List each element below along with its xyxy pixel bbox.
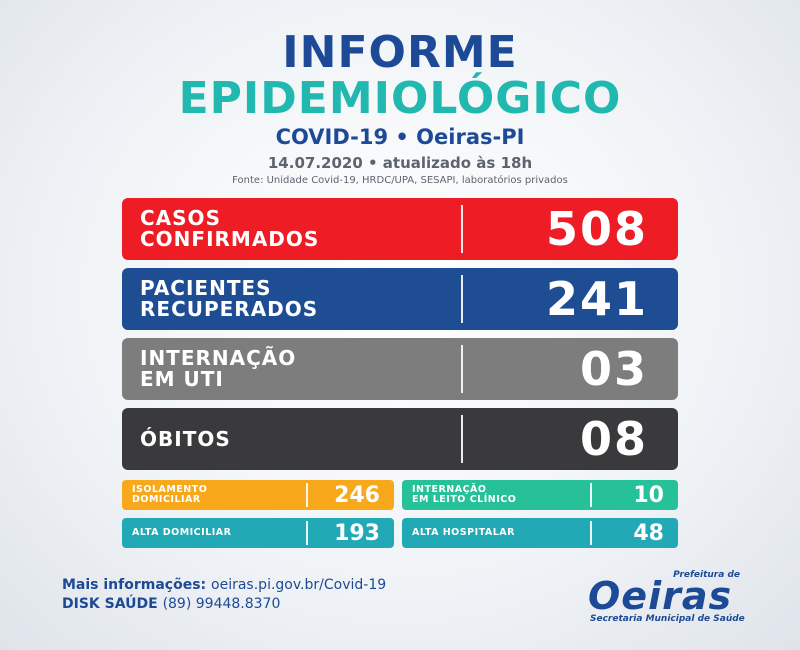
divider (461, 205, 463, 253)
stat-card-recovered: PACIENTES RECUPERADOS 241 (122, 268, 678, 330)
info-link[interactable]: oeiras.pi.gov.br/Covid-19 (211, 577, 387, 593)
info-line: Mais informações: oeiras.pi.gov.br/Covid… (62, 576, 386, 595)
stat-value: 508 (545, 202, 648, 256)
divider (306, 483, 308, 507)
stat-card-uti: INTERNAÇÃO EM UTI 03 (122, 338, 678, 400)
stat-value: 241 (545, 272, 648, 326)
report-date: 14.07.2020 • atualizado às 18h (267, 154, 533, 172)
divider (306, 521, 308, 545)
stat-value: 246 (334, 482, 380, 508)
stat-value: 193 (334, 520, 380, 546)
oeiras-logo: Prefeitura de Oeiras Secretaria Municipa… (588, 568, 748, 628)
info-label: Mais informações: (62, 577, 207, 593)
subtitle: COVID-19 • Oeiras-PI (275, 125, 525, 149)
divider (461, 345, 463, 393)
data-source: Fonte: Unidade Covid-19, HRDC/UPA, SESAP… (232, 175, 568, 186)
stat-label: ISOLAMENTO DOMICILIAR (132, 484, 208, 505)
divider (590, 521, 592, 545)
stat-card-leito-clinico: INTERNAÇÃO EM LEITO CLÍNICO 10 (402, 480, 678, 510)
phone-line: DISK SAÚDE (89) 99448.8370 (62, 595, 386, 614)
title-epidemiologico: EPIDEMIOLÓGICO (178, 73, 622, 124)
phone-number: (89) 99448.8370 (162, 596, 281, 612)
stat-label: ALTA HOSPITALAR (412, 527, 515, 538)
stat-label: INTERNAÇÃO EM UTI (140, 346, 297, 391)
title-informe: INFORME (282, 27, 518, 78)
logo-prefeitura: Prefeitura de (673, 570, 740, 580)
stat-value: 03 (579, 342, 648, 396)
logo-name: Oeiras (588, 574, 733, 618)
stat-label: INTERNAÇÃO EM LEITO CLÍNICO (412, 484, 517, 505)
stat-value: 10 (633, 482, 664, 508)
stat-value: 48 (633, 520, 664, 546)
stat-card-alta-hospitalar: ALTA HOSPITALAR 48 (402, 518, 678, 548)
stat-card-isolamento: ISOLAMENTO DOMICILIAR 246 (122, 480, 394, 510)
stat-value: 08 (579, 412, 648, 466)
header: INFORME EPIDEMIOLÓGICO COVID-19 • Oeiras… (0, 30, 800, 187)
stat-label: CASOS CONFIRMADOS (140, 206, 320, 251)
divider (461, 275, 463, 323)
stat-label: ALTA DOMICILIAR (132, 527, 232, 538)
divider (590, 483, 592, 507)
divider (461, 415, 463, 463)
phone-label: DISK SAÚDE (62, 596, 158, 612)
footer: Mais informações: oeiras.pi.gov.br/Covid… (62, 576, 386, 614)
stat-card-confirmed: CASOS CONFIRMADOS 508 (122, 198, 678, 260)
stat-card-alta-domiciliar: ALTA DOMICILIAR 193 (122, 518, 394, 548)
stat-label: PACIENTES RECUPERADOS (140, 276, 319, 321)
stat-card-deaths: ÓBITOS 08 (122, 408, 678, 470)
stat-label: ÓBITOS (140, 426, 231, 451)
logo-secretaria: Secretaria Municipal de Saúde (590, 614, 745, 624)
